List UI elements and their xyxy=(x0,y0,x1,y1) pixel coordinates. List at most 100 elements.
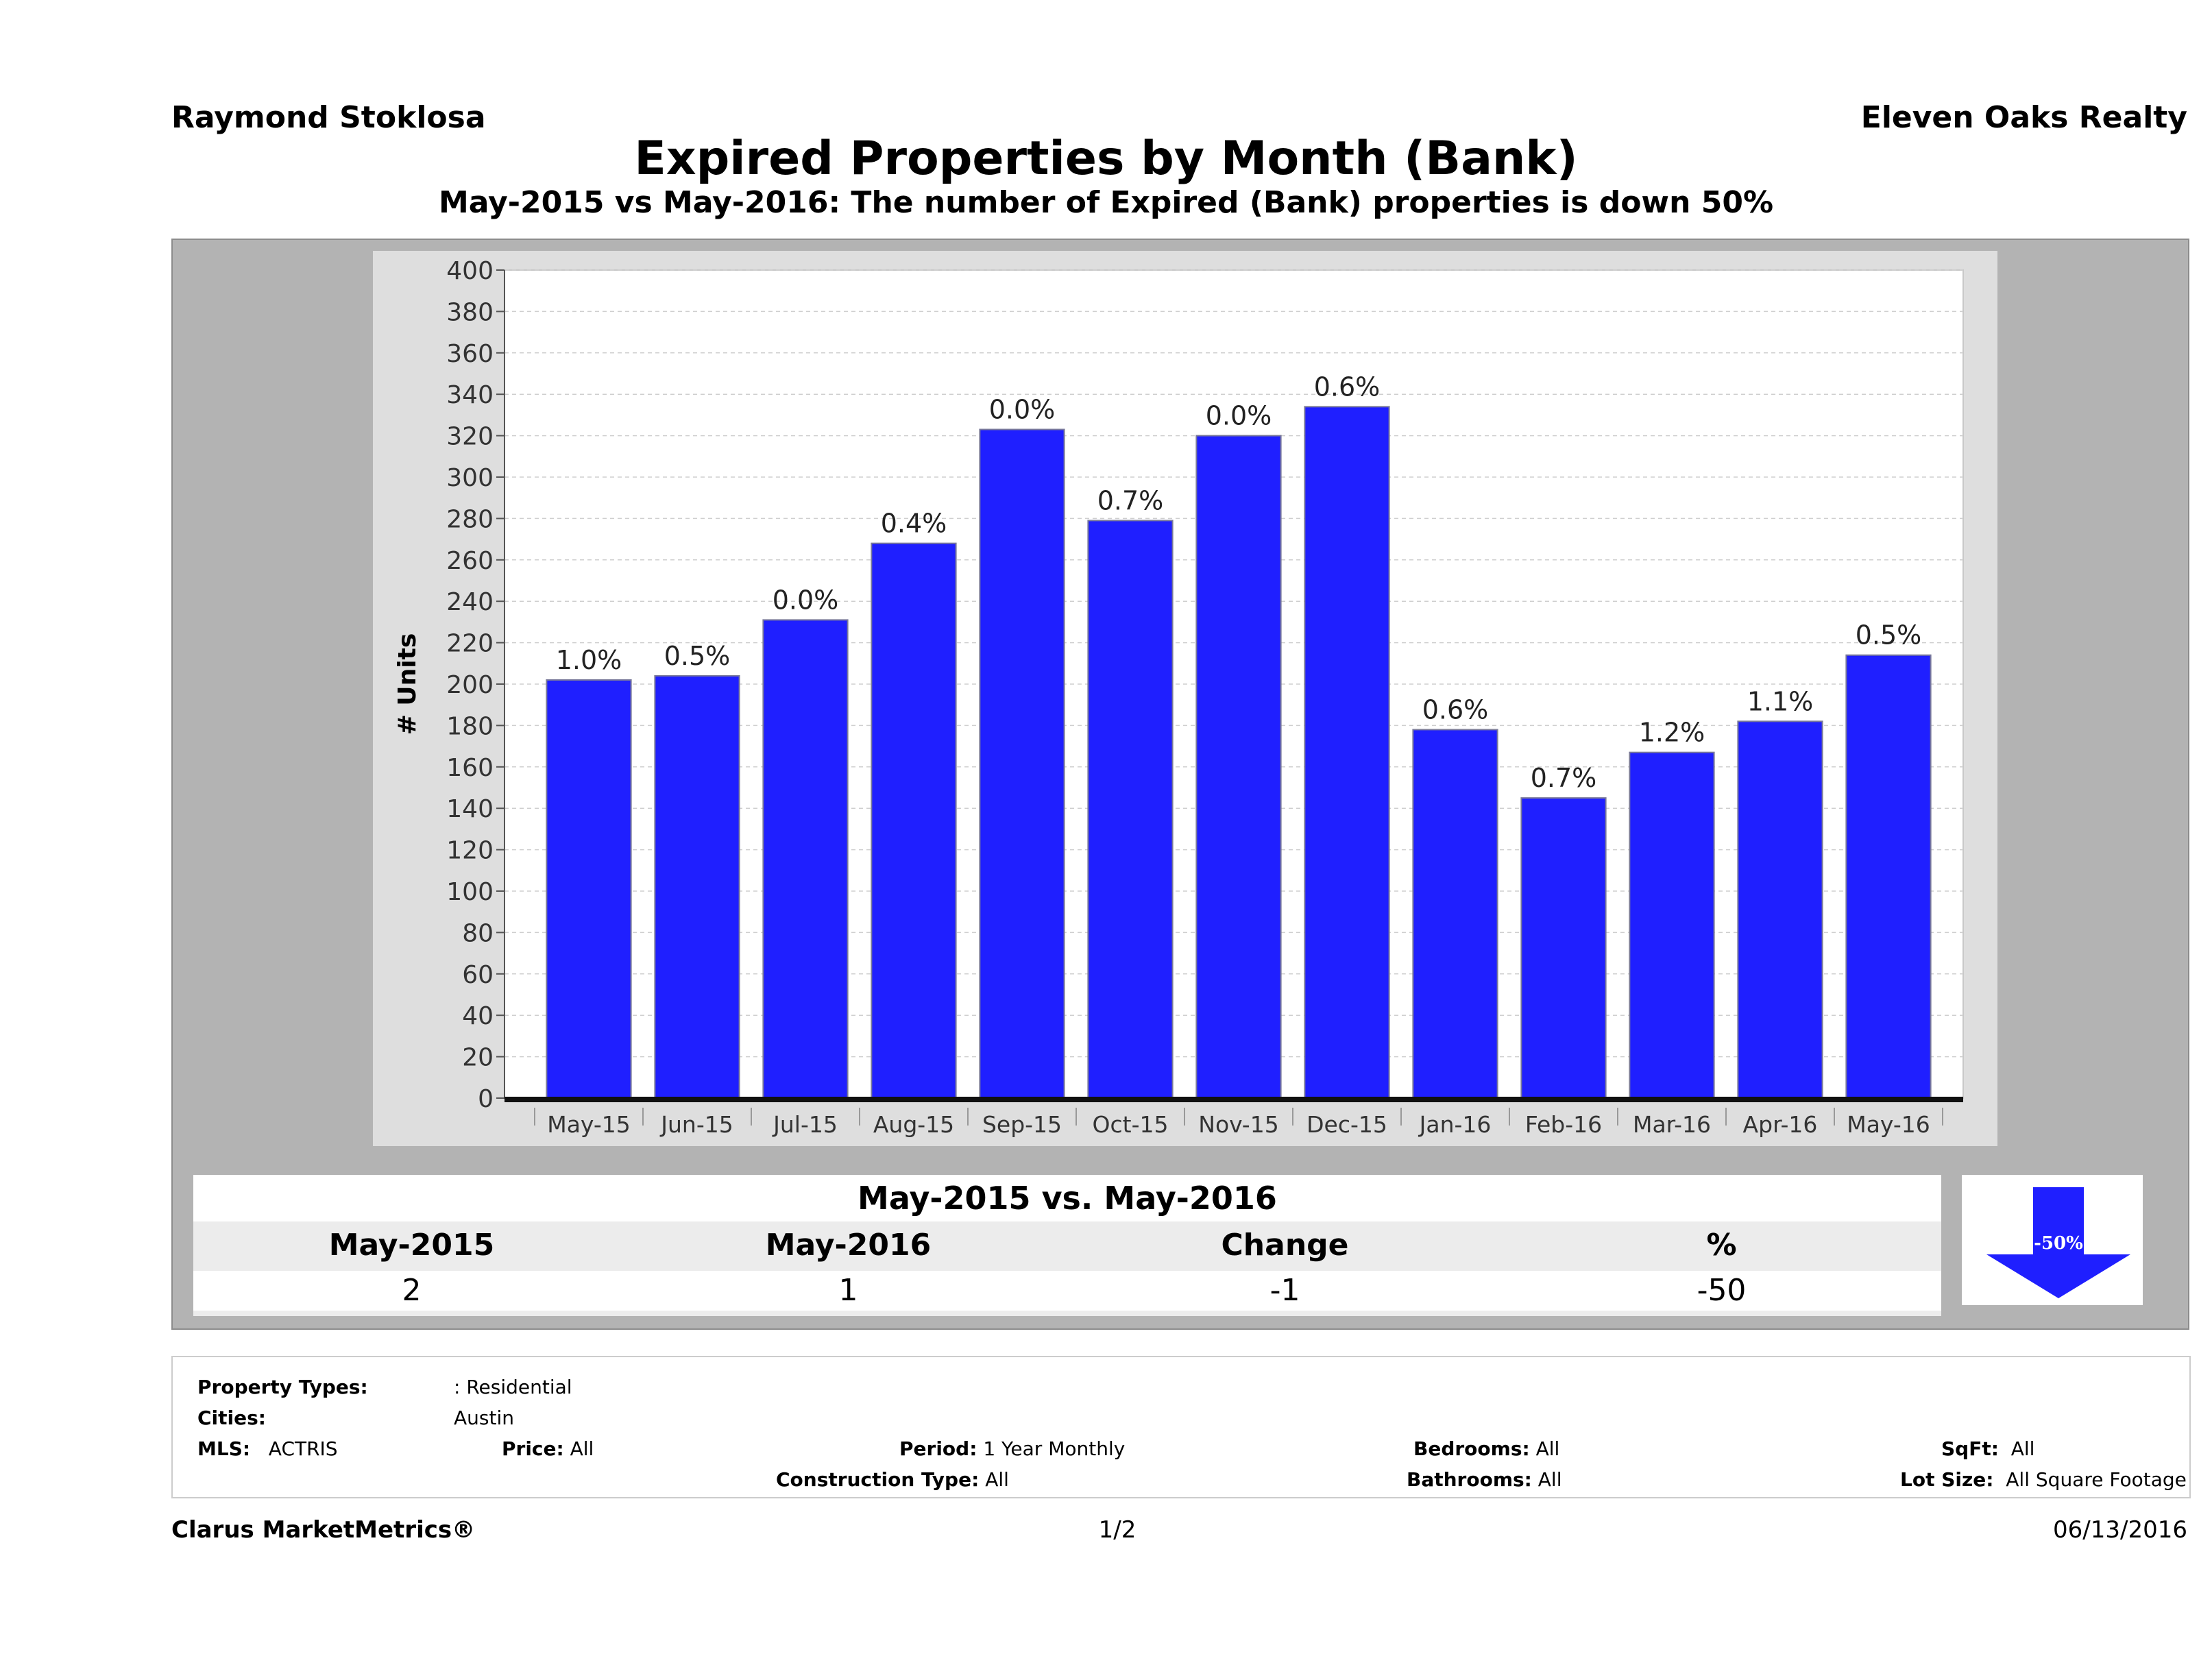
change-percent-label: -50% xyxy=(2034,1233,2083,1254)
bar-chart: 0 20 40 60 80 100 120 140 160 180 200 220 240 260 280 3… xyxy=(393,257,1964,1138)
y-tick-label: 200 xyxy=(446,671,494,699)
y-tick-label: 340 xyxy=(446,381,494,409)
lotsize-value: All Square Footage xyxy=(2006,1468,2187,1491)
data-label: 1.0% xyxy=(556,645,622,675)
y-tick-label: 360 xyxy=(446,340,494,368)
report-date: 06/13/2016 xyxy=(2053,1516,2187,1544)
x-axis xyxy=(505,1097,1963,1102)
x-tick-label: Mar-16 xyxy=(1633,1111,1711,1138)
x-tick-label: Sep-15 xyxy=(982,1111,1062,1138)
y-tick-label: 300 xyxy=(446,464,494,492)
x-tick-label: Oct-15 xyxy=(1093,1111,1169,1138)
cities: Cities: xyxy=(197,1407,266,1429)
y-tick-label: 140 xyxy=(446,795,494,823)
y-tick-label: 180 xyxy=(446,712,494,740)
search-criteria: Property Types: : Residential Cities: Au… xyxy=(171,1356,2191,1498)
page-number: 1/2 xyxy=(1098,1516,1137,1544)
y-tick-label: 40 xyxy=(462,1002,494,1030)
x-tick-label: Feb-16 xyxy=(1525,1111,1602,1138)
property-types: Property Types: xyxy=(197,1376,368,1398)
cities-value: Austin xyxy=(454,1407,514,1429)
bar xyxy=(1845,654,1932,1099)
mls: MLS: ACTRIS xyxy=(197,1437,338,1460)
chart-title: Expired Properties by Month (Bank) xyxy=(634,132,1578,186)
data-label: 0.0% xyxy=(773,585,839,615)
y-tick-label: 60 xyxy=(462,961,494,989)
data-label: 0.5% xyxy=(664,641,731,671)
header-may-2016: May-2016 xyxy=(765,1228,932,1263)
construction-type: Construction Type: All xyxy=(776,1468,1009,1491)
bar xyxy=(762,619,849,1099)
data-label: 1.2% xyxy=(1639,718,1705,748)
y-tick-label: 120 xyxy=(446,837,494,865)
header-change: Change xyxy=(1221,1228,1349,1263)
chart-panel: 0 20 40 60 80 100 120 140 160 180 200 220 240 260 280 3… xyxy=(373,251,1997,1146)
comparison-values-row: 2 1 -1 -50 xyxy=(193,1271,1941,1311)
sqft-value: All xyxy=(2010,1437,2035,1460)
report-panel: 0 20 40 60 80 100 120 140 160 180 200 220 240 260 280 3… xyxy=(171,239,2189,1330)
x-tick-label: May-15 xyxy=(547,1111,631,1138)
x-tick-label: Aug-15 xyxy=(873,1111,954,1138)
bar xyxy=(871,542,957,1099)
agent-name: Raymond Stoklosa xyxy=(171,100,486,135)
down-arrow-icon: -50% xyxy=(1986,1187,2130,1298)
bar xyxy=(546,679,632,1099)
data-label: 0.7% xyxy=(1531,763,1597,793)
y-tick-label: 80 xyxy=(462,919,494,947)
company-name: Eleven Oaks Realty xyxy=(1860,100,2187,135)
data-label: 0.0% xyxy=(1206,401,1272,431)
footer-brand: Clarus MarketMetrics® xyxy=(171,1516,476,1544)
y-tick-label: 240 xyxy=(446,588,494,616)
x-tick-label: Nov-15 xyxy=(1198,1111,1278,1138)
change-indicator: -50% xyxy=(1962,1175,2143,1305)
price: Price: All xyxy=(502,1437,594,1460)
data-label: 0.6% xyxy=(1314,372,1381,402)
y-tick-label: 400 xyxy=(446,257,494,285)
construction-value: All xyxy=(985,1468,1009,1491)
y-tick-label: 260 xyxy=(446,547,494,575)
data-label: 1.1% xyxy=(1747,686,1814,716)
y-tick-label: 20 xyxy=(462,1044,494,1072)
x-tick-label: May-16 xyxy=(1847,1111,1930,1138)
data-label: 0.6% xyxy=(1422,694,1489,725)
lot-size: Lot Size: All Square Footage xyxy=(1900,1468,2187,1491)
bathrooms-value: All xyxy=(1538,1468,1562,1491)
x-tick-label: Jun-15 xyxy=(659,1111,733,1138)
bar xyxy=(654,674,740,1099)
period-value: 1 Year Monthly xyxy=(983,1437,1126,1460)
bar xyxy=(1304,406,1390,1099)
bar xyxy=(1737,720,1823,1099)
bathrooms: Bathrooms: All xyxy=(1407,1468,1562,1491)
sqft: SqFt: All xyxy=(1941,1437,2035,1460)
mls-value: ACTRIS xyxy=(268,1437,338,1460)
value-may-2016: 1 xyxy=(838,1273,858,1308)
x-tick-label: Dec-15 xyxy=(1306,1111,1387,1138)
comparison-table: May-2015 vs. May-2016 May-2015 May-2016 … xyxy=(193,1175,1941,1316)
data-label: 0.0% xyxy=(989,395,1056,425)
y-tick-label: 280 xyxy=(446,505,494,533)
x-tick-label: Jul-15 xyxy=(772,1111,838,1138)
y-tick-label: 380 xyxy=(446,298,494,326)
x-tick-label: Jan-16 xyxy=(1418,1111,1492,1138)
data-label: 0.5% xyxy=(1856,620,1922,650)
bar xyxy=(1520,797,1607,1099)
comparison-title: May-2015 vs. May-2016 xyxy=(193,1175,1941,1221)
y-tick-label: 160 xyxy=(446,754,494,782)
bar xyxy=(979,428,1065,1099)
bar xyxy=(1195,435,1282,1099)
bar xyxy=(1629,751,1715,1099)
y-axis-label: # Units xyxy=(393,633,422,735)
header-may-2015: May-2015 xyxy=(328,1228,495,1263)
bar xyxy=(1087,520,1174,1099)
value-may-2015: 2 xyxy=(402,1273,422,1308)
y-tick-label: 100 xyxy=(446,878,494,906)
bedrooms: Bedrooms: All xyxy=(1413,1437,1560,1460)
bar xyxy=(1412,729,1498,1099)
value-percent: -50 xyxy=(1697,1273,1747,1308)
y-tick-label: 0 xyxy=(478,1085,494,1113)
data-label: 0.7% xyxy=(1097,485,1164,515)
x-tick-label: Apr-16 xyxy=(1743,1111,1818,1138)
price-value: All xyxy=(570,1437,594,1460)
value-change: -1 xyxy=(1269,1273,1300,1308)
y-tick-label: 220 xyxy=(446,630,494,658)
